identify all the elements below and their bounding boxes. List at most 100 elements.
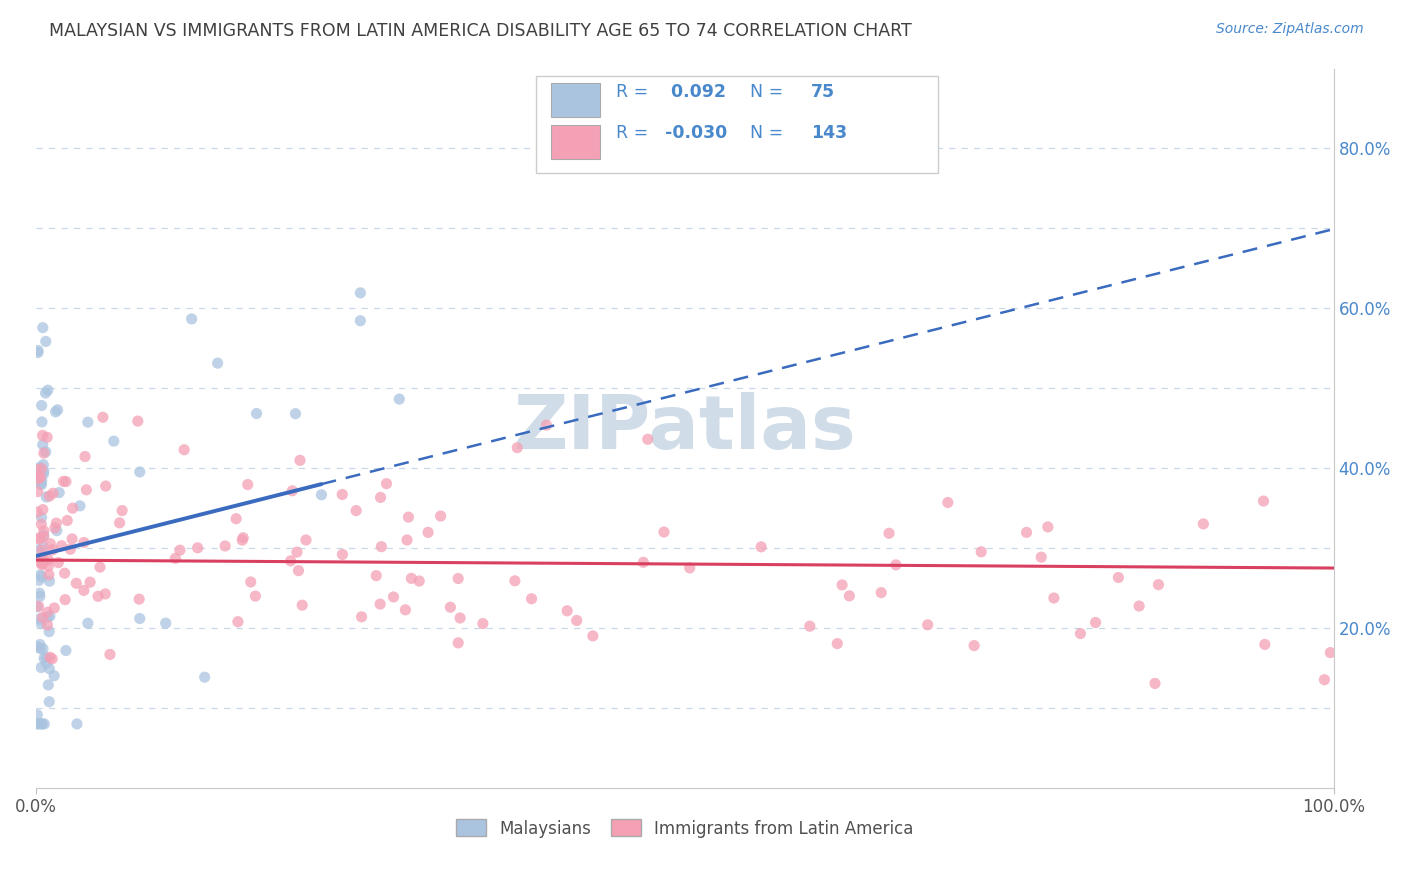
Point [231,533,253,547]
Point [236,477,259,491]
Point [46,556,69,570]
Point [38,624,60,639]
Point [28,574,51,588]
Point [39,536,62,550]
Point [582,629,605,643]
Point [32,717,55,731]
Point [1107,570,1129,584]
Text: 143: 143 [811,124,846,142]
Point [520,591,543,606]
Point [1043,591,1066,605]
Point [38,662,60,676]
Point [37,559,59,574]
Point [108,516,131,530]
Point [37,605,59,619]
Point [31,428,53,442]
Point [936,495,959,509]
Point [27,717,49,731]
Point [207,356,229,370]
Point [239,574,262,589]
Point [349,314,371,328]
Point [447,572,470,586]
Point [34,386,56,401]
Point [31,610,53,624]
Point [35,490,58,504]
Point [31,510,53,524]
Point [831,578,853,592]
Point [37,430,59,444]
Point [60,532,83,546]
Point [69,499,91,513]
Point [37,678,59,692]
Point [25,640,48,654]
Point [536,418,558,433]
Point [37,618,59,632]
Point [245,589,267,603]
Point [652,524,675,539]
Point [51,539,73,553]
Point [30,616,52,631]
Point [330,487,353,501]
Point [28,612,51,626]
Point [350,610,373,624]
Point [214,539,236,553]
Point [31,543,53,558]
Point [368,597,391,611]
Point [838,589,860,603]
Point [1253,494,1275,508]
Point [39,650,62,665]
Point [127,414,149,428]
Point [25,599,48,614]
Point [38,489,60,503]
Point [396,510,419,524]
Point [30,568,52,582]
Point [225,512,247,526]
Point [30,555,52,569]
Point [31,399,53,413]
Point [311,488,333,502]
Point [31,554,53,568]
Text: ZIPatlas: ZIPatlas [513,392,856,465]
Point [128,592,150,607]
Point [503,574,526,588]
Point [388,392,411,406]
Point [970,545,993,559]
Point [53,566,76,581]
Text: -0.030: -0.030 [665,124,727,142]
Point [45,516,67,530]
Point [27,343,49,358]
Point [28,533,51,547]
Point [38,567,60,582]
Point [291,598,314,612]
Point [46,403,69,417]
Point [382,590,405,604]
Point [349,285,371,300]
Point [76,616,98,631]
Point [1031,550,1053,565]
Point [25,463,48,477]
Point [1192,516,1215,531]
Point [128,465,150,479]
Point [79,575,101,590]
Point [633,555,655,569]
Point [165,551,187,566]
Point [28,586,51,600]
Text: R =: R = [616,124,654,142]
Point [66,717,89,731]
Point [65,576,87,591]
Point [28,470,51,484]
Point [877,526,900,541]
Point [1084,615,1107,630]
Point [194,670,217,684]
Point [1313,673,1336,687]
Point [31,461,53,475]
Point [637,432,659,446]
Point [52,475,75,489]
Point [439,600,461,615]
Point [38,609,60,624]
Point [1147,577,1170,591]
Point [45,405,67,419]
Point [395,533,418,547]
Point [38,695,60,709]
Point [173,442,195,457]
